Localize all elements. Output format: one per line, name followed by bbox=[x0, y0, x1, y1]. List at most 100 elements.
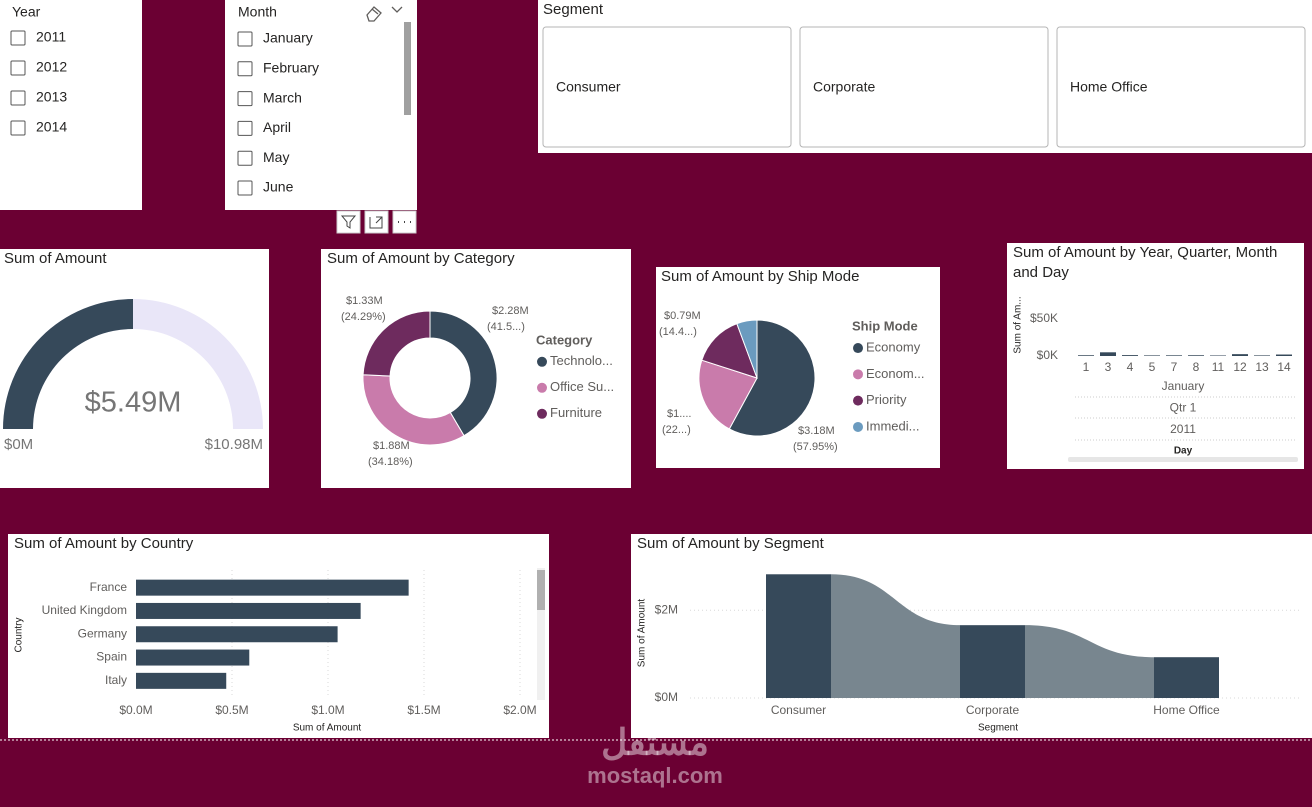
checkbox[interactable] bbox=[10, 60, 26, 76]
slicer-item[interactable]: March bbox=[263, 89, 302, 105]
bar bbox=[1276, 354, 1292, 356]
bar bbox=[136, 626, 338, 643]
y-tick-label: $2M bbox=[655, 602, 678, 616]
checkbox[interactable] bbox=[237, 91, 253, 107]
scrollbar[interactable] bbox=[404, 22, 411, 115]
bar bbox=[1232, 354, 1248, 356]
data-label: $1.88M bbox=[373, 440, 410, 452]
chart-title: Sum of Amount by Ship Mode bbox=[661, 268, 859, 285]
segment-button[interactable] bbox=[799, 26, 1049, 148]
checkbox[interactable] bbox=[10, 30, 26, 46]
legend-label: Office Su... bbox=[550, 379, 614, 394]
slicer-item[interactable]: 2011 bbox=[36, 29, 66, 45]
y-tick-label: United Kingdom bbox=[42, 603, 127, 617]
slicer-item[interactable]: January bbox=[263, 30, 313, 46]
legend-label: Immedi... bbox=[866, 418, 919, 433]
bar bbox=[1188, 355, 1204, 356]
scrollbar[interactable] bbox=[1068, 457, 1298, 462]
scrollbar-track bbox=[537, 568, 545, 700]
slicer-item[interactable]: May bbox=[263, 149, 289, 165]
slicer-item[interactable]: April bbox=[263, 119, 291, 135]
checkbox[interactable] bbox=[237, 31, 253, 47]
slicer-title: Month bbox=[238, 4, 277, 20]
checkbox[interactable] bbox=[10, 120, 26, 136]
x-tick-label: 4 bbox=[1127, 360, 1134, 374]
segment-label[interactable]: Consumer bbox=[556, 79, 621, 95]
x-tick-label: Corporate bbox=[966, 703, 1020, 717]
scrollbar[interactable] bbox=[537, 570, 545, 610]
x-tick-label: $1.0M bbox=[311, 703, 344, 717]
checkbox[interactable] bbox=[237, 180, 253, 196]
y-axis-label: Sum of Amount bbox=[637, 599, 648, 668]
focus-icon bbox=[369, 216, 383, 229]
x-tick-label: $0.5M bbox=[215, 703, 248, 717]
checkbox[interactable] bbox=[237, 150, 253, 166]
slicer-item[interactable]: 2014 bbox=[36, 119, 67, 135]
chart-title: Sum of Amount by Category bbox=[327, 250, 515, 267]
hierarchy-label: January bbox=[1162, 379, 1205, 393]
slicer-item[interactable]: 2013 bbox=[36, 89, 67, 105]
slicer-item[interactable]: 2012 bbox=[36, 59, 67, 75]
gauge-min-label: $0M bbox=[4, 436, 33, 453]
data-label: $0.79M bbox=[664, 310, 701, 322]
slicer-title: Segment bbox=[543, 1, 604, 18]
slicer-item[interactable]: June bbox=[263, 179, 294, 195]
data-label: (57.95%) bbox=[793, 441, 838, 453]
filter-button[interactable] bbox=[336, 210, 361, 234]
data-label: $2.28M bbox=[492, 305, 529, 317]
y-axis-label: Country bbox=[14, 617, 25, 652]
bar bbox=[1154, 657, 1219, 698]
x-tick-label: 1 bbox=[1083, 360, 1090, 374]
legend-marker bbox=[853, 369, 863, 380]
segment-button[interactable] bbox=[1056, 26, 1306, 148]
checkbox[interactable] bbox=[237, 120, 253, 136]
clear-icon[interactable] bbox=[366, 6, 382, 22]
legend-marker bbox=[853, 421, 863, 432]
ribbon bbox=[831, 574, 960, 698]
slice bbox=[362, 310, 431, 377]
segment-button[interactable] bbox=[542, 26, 792, 148]
legend-marker bbox=[853, 395, 863, 406]
hierarchy-label: Qtr 1 bbox=[1170, 401, 1197, 415]
bar bbox=[1254, 355, 1270, 356]
x-tick-label: 11 bbox=[1212, 360, 1225, 374]
slice bbox=[698, 359, 758, 430]
y-tick-label: $0M bbox=[655, 690, 678, 704]
slicer-title: Year bbox=[12, 4, 41, 20]
chevron-icon[interactable] bbox=[391, 6, 403, 13]
data-label: (41.5...) bbox=[487, 321, 525, 333]
bar bbox=[766, 574, 831, 698]
slice bbox=[728, 319, 816, 437]
legend-marker bbox=[853, 343, 863, 354]
slicer-item[interactable]: February bbox=[263, 60, 319, 76]
bar bbox=[1166, 355, 1182, 356]
chart-title: Sum of Amount by Year, Quarter, Month an… bbox=[1013, 244, 1278, 281]
hierarchy-label: 2011 bbox=[1170, 422, 1196, 436]
x-tick-label: 3 bbox=[1105, 360, 1112, 374]
bar bbox=[1078, 355, 1094, 356]
bar bbox=[1122, 355, 1138, 356]
gauge-value-label: $5.49M bbox=[85, 387, 182, 419]
data-label: (34.18%) bbox=[368, 456, 413, 468]
bar bbox=[1144, 355, 1160, 356]
bar bbox=[136, 649, 250, 666]
bar bbox=[960, 625, 1025, 698]
legend-label: Econom... bbox=[866, 366, 925, 381]
x-tick-label: Home Office bbox=[1153, 703, 1220, 717]
slice bbox=[736, 319, 758, 379]
x-tick-label: 5 bbox=[1149, 360, 1156, 374]
legend-label: Technolo... bbox=[550, 353, 613, 368]
data-label: $1.... bbox=[667, 408, 691, 420]
month-slicer-panel bbox=[225, 0, 417, 210]
chart-title: Sum of Amount by Segment bbox=[637, 535, 825, 552]
x-axis-label: Sum of Amount bbox=[293, 723, 362, 734]
legend-marker bbox=[537, 408, 547, 419]
checkbox[interactable] bbox=[10, 90, 26, 106]
segment-label[interactable]: Corporate bbox=[813, 79, 875, 95]
slice bbox=[429, 310, 498, 437]
segment-label[interactable]: Home Office bbox=[1070, 79, 1148, 95]
x-tick-label: $2.0M bbox=[503, 703, 536, 717]
checkbox[interactable] bbox=[237, 61, 253, 77]
x-tick-label: 8 bbox=[1193, 360, 1200, 374]
